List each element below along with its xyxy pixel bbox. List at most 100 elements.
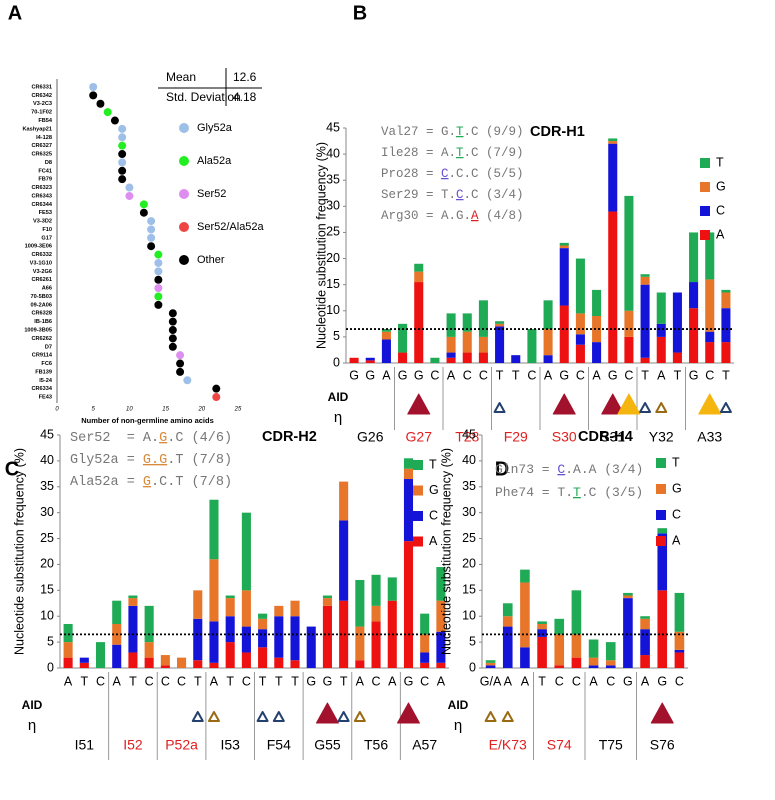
bar-segment: [623, 595, 633, 599]
x-tick-label: C: [145, 674, 154, 688]
legend-label: T: [672, 455, 680, 469]
row-label: CR6325: [31, 152, 52, 158]
bar-segment: [502, 616, 513, 627]
bar-segment: [398, 323, 408, 353]
legend-label: C: [672, 507, 681, 521]
y-tick-label: 5: [47, 634, 54, 648]
y-axis-label: Nucleotide substitution frequency (%): [12, 448, 26, 655]
y-tick-label: 40: [40, 453, 54, 467]
x-tick-label: T: [291, 674, 299, 688]
row-label: η: [454, 717, 462, 734]
dot: [176, 359, 185, 368]
open-marker: [639, 402, 652, 413]
y-tick-label: 15: [326, 277, 340, 291]
legend-swatch: [656, 510, 666, 520]
codon-note: Pro28 = C.C.C (5/5): [381, 167, 524, 181]
hotspot-marker: [617, 393, 641, 415]
x-tick-label: C: [606, 674, 615, 688]
row-label: Kashyap21: [22, 126, 52, 132]
bar-segment: [721, 292, 731, 309]
codon-note: Ser52 = A.G.C (4/6): [70, 431, 232, 446]
bar-segment: [446, 357, 456, 363]
legend-swatch: [656, 458, 666, 468]
y-tick-label: 15: [40, 583, 54, 597]
x-tick-label: 5: [92, 407, 96, 413]
open-marker: [655, 402, 668, 413]
bar-segment: [322, 605, 332, 668]
bar-segment: [588, 657, 599, 666]
bar-segment: [559, 305, 569, 363]
bar-segment: [177, 657, 187, 668]
bar-segment: [436, 567, 446, 601]
x-tick-label: A: [388, 674, 397, 688]
bar-segment: [502, 603, 513, 617]
note-text: .C (3/4): [464, 188, 524, 202]
row-label: AID: [22, 698, 43, 712]
bar-segment: [371, 574, 381, 606]
bar-segment: [605, 642, 616, 661]
panel-letter: D: [495, 458, 509, 480]
y-tick-label: 40: [462, 453, 476, 467]
bar-segment: [414, 271, 424, 283]
legend-label: G: [716, 179, 726, 193]
note-text: .A.A (3/4): [565, 462, 643, 477]
bar-segment: [112, 600, 122, 624]
bar-segment: [623, 592, 633, 596]
bar-segment: [322, 598, 332, 606]
legend-label: A: [429, 534, 438, 548]
legend-swatch: [656, 536, 666, 546]
x-tick-label: G: [414, 368, 424, 382]
legend-label: C: [429, 508, 438, 522]
bar-segment: [79, 662, 89, 668]
dot: [212, 393, 221, 402]
bar-segment: [543, 329, 553, 356]
bar-segment: [478, 336, 488, 353]
row-label: CR6334: [31, 386, 52, 392]
bar-segment: [430, 357, 440, 363]
x-tick-label: C: [96, 674, 105, 688]
bar-segment: [478, 300, 488, 337]
bar-segment: [403, 468, 414, 480]
y-tick-label: 5: [469, 634, 476, 648]
dot: [96, 99, 105, 108]
bar-segment: [371, 605, 381, 622]
bar-segment: [605, 665, 616, 668]
row-label: 70-5B03: [31, 294, 52, 300]
x-tick-label: A: [437, 674, 446, 688]
x-tick-label: T: [129, 674, 137, 688]
bar-segment: [624, 195, 634, 311]
bar-segment: [657, 590, 668, 668]
x-tick-label: C: [161, 674, 170, 688]
x-tick-label: G: [657, 674, 667, 688]
x-tick-label: C: [463, 368, 472, 382]
bar-segment: [209, 499, 219, 560]
bar-segment: [689, 282, 699, 309]
dot: [154, 258, 163, 267]
row-label: V3-1G10: [30, 260, 52, 266]
bar-segment: [575, 258, 585, 314]
open-marker: [484, 711, 497, 722]
bar-segment: [436, 662, 446, 668]
bar-segment: [605, 660, 616, 666]
y-tick-label: 45: [326, 120, 340, 134]
codon-label: G55: [314, 737, 341, 753]
bar-segment: [495, 321, 505, 324]
row-label: 70-1F02: [31, 110, 52, 116]
bar-segment: [478, 352, 488, 363]
row-label: CR6343: [31, 193, 52, 199]
codon-label: S74: [547, 737, 572, 753]
dot: [154, 284, 163, 293]
note-text: Ser29 = T.: [381, 188, 456, 202]
bar-segment: [258, 629, 268, 648]
bar-segment: [588, 639, 599, 658]
bar-segment: [624, 310, 634, 337]
bar-segment: [414, 263, 424, 272]
open-marker: [501, 711, 514, 722]
bar-segment: [160, 665, 170, 668]
note-text: Gln73 =: [495, 462, 557, 477]
bar-segment: [290, 600, 300, 617]
x-tick-label: 10: [126, 407, 133, 413]
codon-label: T56: [364, 737, 388, 753]
x-tick-label: 20: [197, 407, 205, 413]
hotspot-marker: [396, 702, 420, 724]
